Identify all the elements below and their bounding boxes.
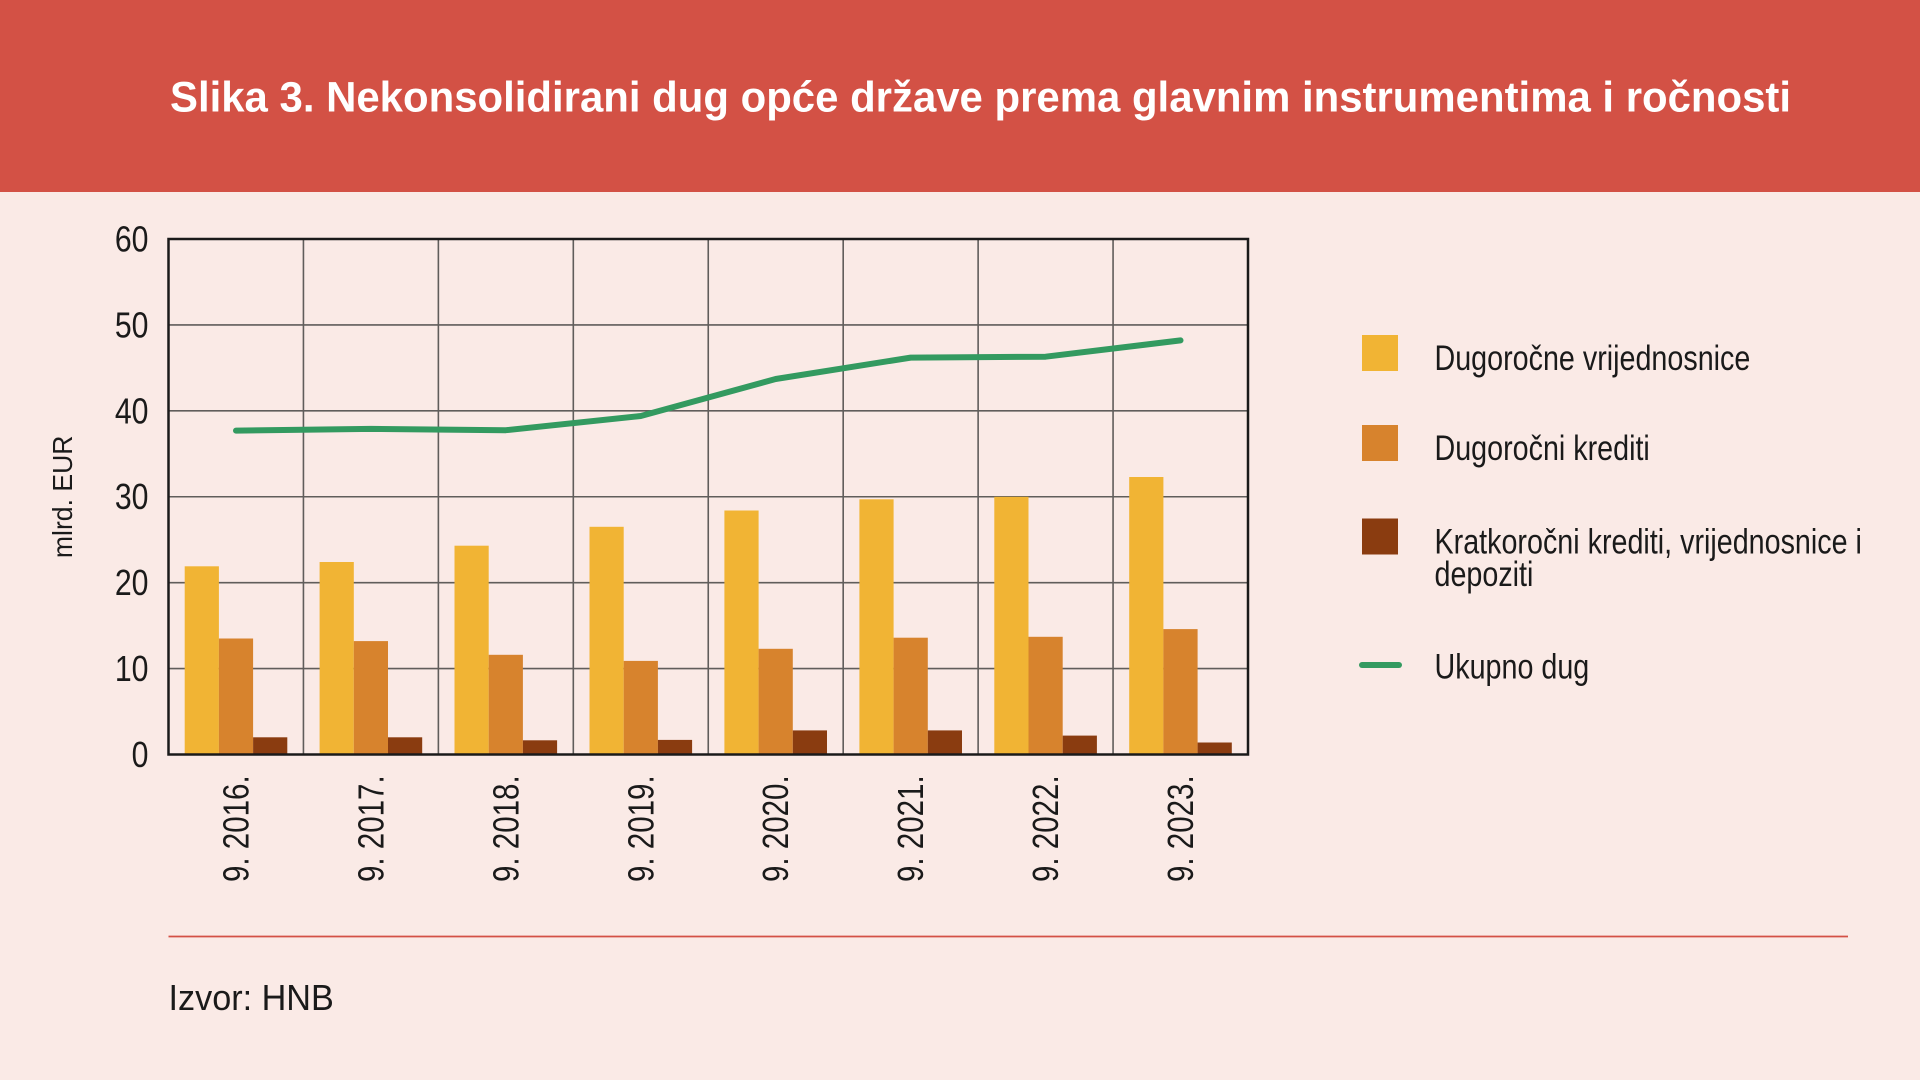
svg-text:Dugoročne vrijednosnice: Dugoročne vrijednosnice (1435, 338, 1751, 377)
svg-text:9. 2020.: 9. 2020. (755, 775, 795, 882)
svg-text:9. 2022.: 9. 2022. (1025, 775, 1065, 882)
svg-text:20: 20 (115, 564, 149, 604)
svg-text:9. 2019.: 9. 2019. (620, 775, 660, 882)
svg-text:30: 30 (115, 478, 149, 518)
svg-text:Dugoročni krediti: Dugoročni krediti (1435, 428, 1650, 467)
svg-text:9. 2018.: 9. 2018. (485, 775, 525, 882)
svg-text:Ukupno dug: Ukupno dug (1435, 647, 1590, 686)
svg-text:10: 10 (115, 650, 149, 690)
svg-text:Izvor: HNB: Izvor: HNB (169, 978, 334, 1018)
svg-text:9. 2023.: 9. 2023. (1160, 775, 1200, 882)
svg-text:depoziti: depoziti (1435, 554, 1534, 593)
svg-text:9. 2021.: 9. 2021. (890, 775, 930, 882)
svg-text:Slika 3. Nekonsolidirani dug o: Slika 3. Nekonsolidirani dug opće države… (170, 73, 1791, 121)
svg-text:0: 0 (132, 736, 149, 776)
svg-text:9. 2016.: 9. 2016. (216, 775, 256, 882)
svg-text:50: 50 (115, 306, 149, 346)
svg-text:60: 60 (115, 220, 149, 260)
svg-text:40: 40 (115, 392, 149, 432)
svg-text:mlrd. EUR: mlrd. EUR (46, 435, 78, 558)
svg-text:9. 2017.: 9. 2017. (351, 775, 391, 882)
svg-text:Kratkoročni krediti, vrijednos: Kratkoročni krediti, vrijednosnice i (1435, 522, 1862, 561)
